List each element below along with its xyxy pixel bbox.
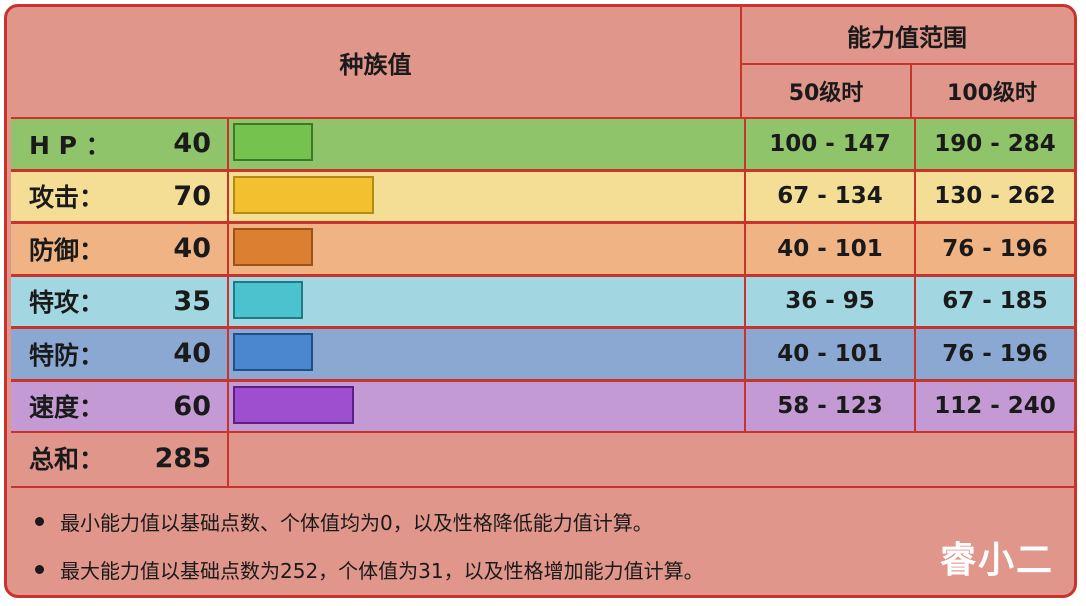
divider xyxy=(227,276,229,326)
divider xyxy=(744,171,746,221)
divider xyxy=(744,276,746,326)
range-level50: 58 - 123 xyxy=(777,393,883,420)
stat-row-sp-defense: 特防： 40 40 - 101 76 - 196 xyxy=(11,327,1074,381)
stat-value: 60 xyxy=(173,390,211,422)
divider xyxy=(744,381,746,431)
bullet-icon xyxy=(35,565,44,574)
divider xyxy=(914,381,916,431)
stat-label: 速度： xyxy=(29,393,105,423)
stat-range-header: 能力值范围 xyxy=(847,23,967,52)
range-level50: 40 - 101 xyxy=(777,235,883,262)
note-max-text: 最大能力值以基础点数为252，个体值为31，以及性格增加能力值计算。 xyxy=(60,559,704,583)
divider xyxy=(914,276,916,326)
divider xyxy=(744,329,746,379)
stat-label: 防御： xyxy=(29,235,105,265)
range-level50: 67 - 134 xyxy=(777,183,883,210)
level50-header: 50级时 xyxy=(788,81,864,106)
divider xyxy=(227,381,229,431)
stat-bar xyxy=(233,385,354,424)
base-stats-header: 种族值 xyxy=(339,50,412,79)
divider xyxy=(914,119,916,169)
stat-bar xyxy=(233,123,313,161)
range-level100: 112 - 240 xyxy=(934,393,1056,420)
note-max: 最大能力值以基础点数为252，个体值为31，以及性格增加能力值计算。 xyxy=(35,555,704,584)
stats-table: 种族值 能力值范围 50级时 100级时 H P ： 40 100 - 147 190… xyxy=(4,4,1077,598)
stat-bar xyxy=(233,280,303,319)
range-level100: 130 - 262 xyxy=(934,183,1056,210)
divider xyxy=(744,119,746,169)
note-min-text: 最小能力值以基础点数、个体值均为0，以及性格降低能力值计算。 xyxy=(60,511,653,535)
stat-label: 攻击： xyxy=(29,183,105,213)
stat-row-sp-attack: 特攻： 35 36 - 95 67 - 185 xyxy=(11,274,1074,328)
stat-value: 40 xyxy=(173,128,211,160)
stat-label: H P ： xyxy=(29,130,111,160)
stat-bar xyxy=(233,228,313,266)
range-level100: 76 - 196 xyxy=(942,235,1048,262)
divider xyxy=(227,119,229,169)
level100-header: 100级时 xyxy=(947,81,1037,106)
divider xyxy=(227,171,229,221)
bullet-icon xyxy=(35,517,44,526)
stat-value: 40 xyxy=(173,338,211,370)
stat-value: 35 xyxy=(173,285,211,317)
stat-row-defense: 防御： 40 40 - 101 76 - 196 xyxy=(11,222,1074,276)
stat-value: 70 xyxy=(173,180,211,212)
stat-row-attack: 攻击： 70 67 - 134 130 - 262 xyxy=(11,169,1074,223)
range-level50: 100 - 147 xyxy=(769,130,891,157)
range-level100: 76 - 196 xyxy=(942,340,1048,367)
range-level50: 36 - 95 xyxy=(785,288,875,315)
stat-value: 40 xyxy=(173,233,211,265)
divider xyxy=(227,224,229,274)
range-level100: 67 - 185 xyxy=(942,288,1048,315)
total-row: 总和： 285 xyxy=(11,430,1074,488)
range-level50: 40 - 101 xyxy=(777,340,883,367)
stat-label: 特防： xyxy=(29,340,105,370)
stat-row-hp: H P ： 40 100 - 147 190 - 284 xyxy=(11,117,1074,171)
divider xyxy=(744,224,746,274)
range-level100: 190 - 284 xyxy=(934,130,1056,157)
note-min: 最小能力值以基础点数、个体值均为0，以及性格降低能力值计算。 xyxy=(35,507,653,536)
total-value: 285 xyxy=(154,442,211,474)
divider xyxy=(742,63,1074,65)
total-label: 总和： xyxy=(29,445,105,474)
stat-bar xyxy=(233,333,313,371)
watermark: 睿小二 xyxy=(939,540,1054,581)
stat-bar xyxy=(233,175,374,214)
stat-row-speed: 速度： 60 58 - 123 112 - 240 xyxy=(11,379,1074,433)
stat-label: 特攻： xyxy=(29,288,105,318)
divider xyxy=(914,171,916,221)
divider xyxy=(914,329,916,379)
divider xyxy=(227,430,229,486)
divider xyxy=(227,329,229,379)
divider xyxy=(914,224,916,274)
